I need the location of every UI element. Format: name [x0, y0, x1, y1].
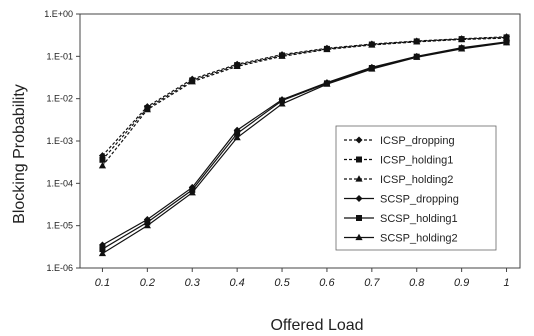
data-point	[458, 35, 466, 43]
data-point	[323, 80, 331, 87]
legend-entry: SCSP_holding2	[344, 233, 458, 245]
y-tick-label: 1.E-01	[46, 51, 73, 61]
x-tick-label: 0.6	[319, 277, 335, 289]
y-tick-label: 1.E-05	[46, 221, 73, 231]
legend-label: SCSP_holding1	[380, 213, 458, 225]
legend-marker	[356, 156, 362, 163]
legend-label: SCSP_dropping	[380, 194, 459, 206]
legend-entry: SCSP_holding1	[344, 213, 458, 225]
data-point	[233, 62, 241, 69]
legend-entry: ICSP_holding2	[344, 174, 453, 186]
data-point	[188, 188, 196, 196]
legend-entry: ICSP_dropping	[344, 135, 455, 147]
x-tick-label: 0.2	[140, 277, 155, 289]
legend-label: ICSP_holding1	[380, 155, 453, 167]
legend-label: SCSP_holding2	[380, 233, 458, 245]
data-point	[188, 78, 196, 85]
data-point	[98, 249, 107, 257]
legend-marker	[355, 175, 363, 182]
series-line	[101, 37, 507, 167]
data-point	[413, 38, 421, 45]
data-point	[502, 38, 511, 46]
data-point	[323, 45, 331, 53]
series-icsp-holding2	[98, 34, 511, 169]
data-point	[233, 133, 241, 141]
legend-entry: ICSP_holding1	[344, 155, 453, 167]
legend: ICSP_dropping ICSP_holding1 ICSP_holding2 S…	[335, 125, 497, 251]
data-point	[458, 45, 466, 52]
data-point	[368, 65, 376, 72]
legend-marker	[356, 215, 362, 221]
data-point	[99, 246, 106, 253]
data-point	[143, 221, 151, 229]
x-tick-label: 0.5	[274, 277, 290, 289]
legend-label: ICSP_holding2	[380, 174, 453, 186]
x-tick-label: 0.3	[185, 277, 201, 289]
legend-marker	[355, 233, 363, 241]
x-axis-label: Offered Load	[270, 317, 363, 334]
legend-marker	[355, 195, 363, 202]
x-tick-label: 1	[503, 277, 509, 289]
data-point	[278, 52, 286, 59]
y-tick-label: 1.E-03	[46, 136, 73, 146]
y-tick-label: 1.E+00	[44, 9, 73, 19]
series-scsp-holding2	[98, 38, 511, 257]
data-point	[502, 34, 511, 41]
x-tick-label: 0.1	[95, 277, 110, 289]
data-point	[413, 53, 421, 60]
x-tick-label: 0.7	[364, 277, 380, 289]
y-axis-label: Blocking Probability	[11, 84, 28, 224]
x-tick-label: 0.4	[229, 277, 244, 289]
data-point	[234, 130, 241, 137]
legend-box	[335, 125, 497, 251]
data-point	[143, 105, 151, 113]
legend-label: ICSP_dropping	[380, 135, 455, 147]
x-tick-label: 0.8	[409, 277, 425, 289]
y-tick-label: 1.E-02	[46, 94, 73, 104]
legend-entry: SCSP_dropping	[344, 194, 459, 206]
data-point	[368, 41, 376, 48]
data-point	[99, 156, 106, 163]
legend-marker	[355, 136, 363, 144]
y-tick-label: 1.E-06	[46, 263, 73, 273]
y-tick-label: 1.E-04	[46, 178, 73, 188]
series-line	[102, 42, 507, 255]
data-point	[278, 100, 286, 107]
x-tick-label: 0.9	[454, 277, 469, 289]
data-point	[98, 161, 107, 169]
